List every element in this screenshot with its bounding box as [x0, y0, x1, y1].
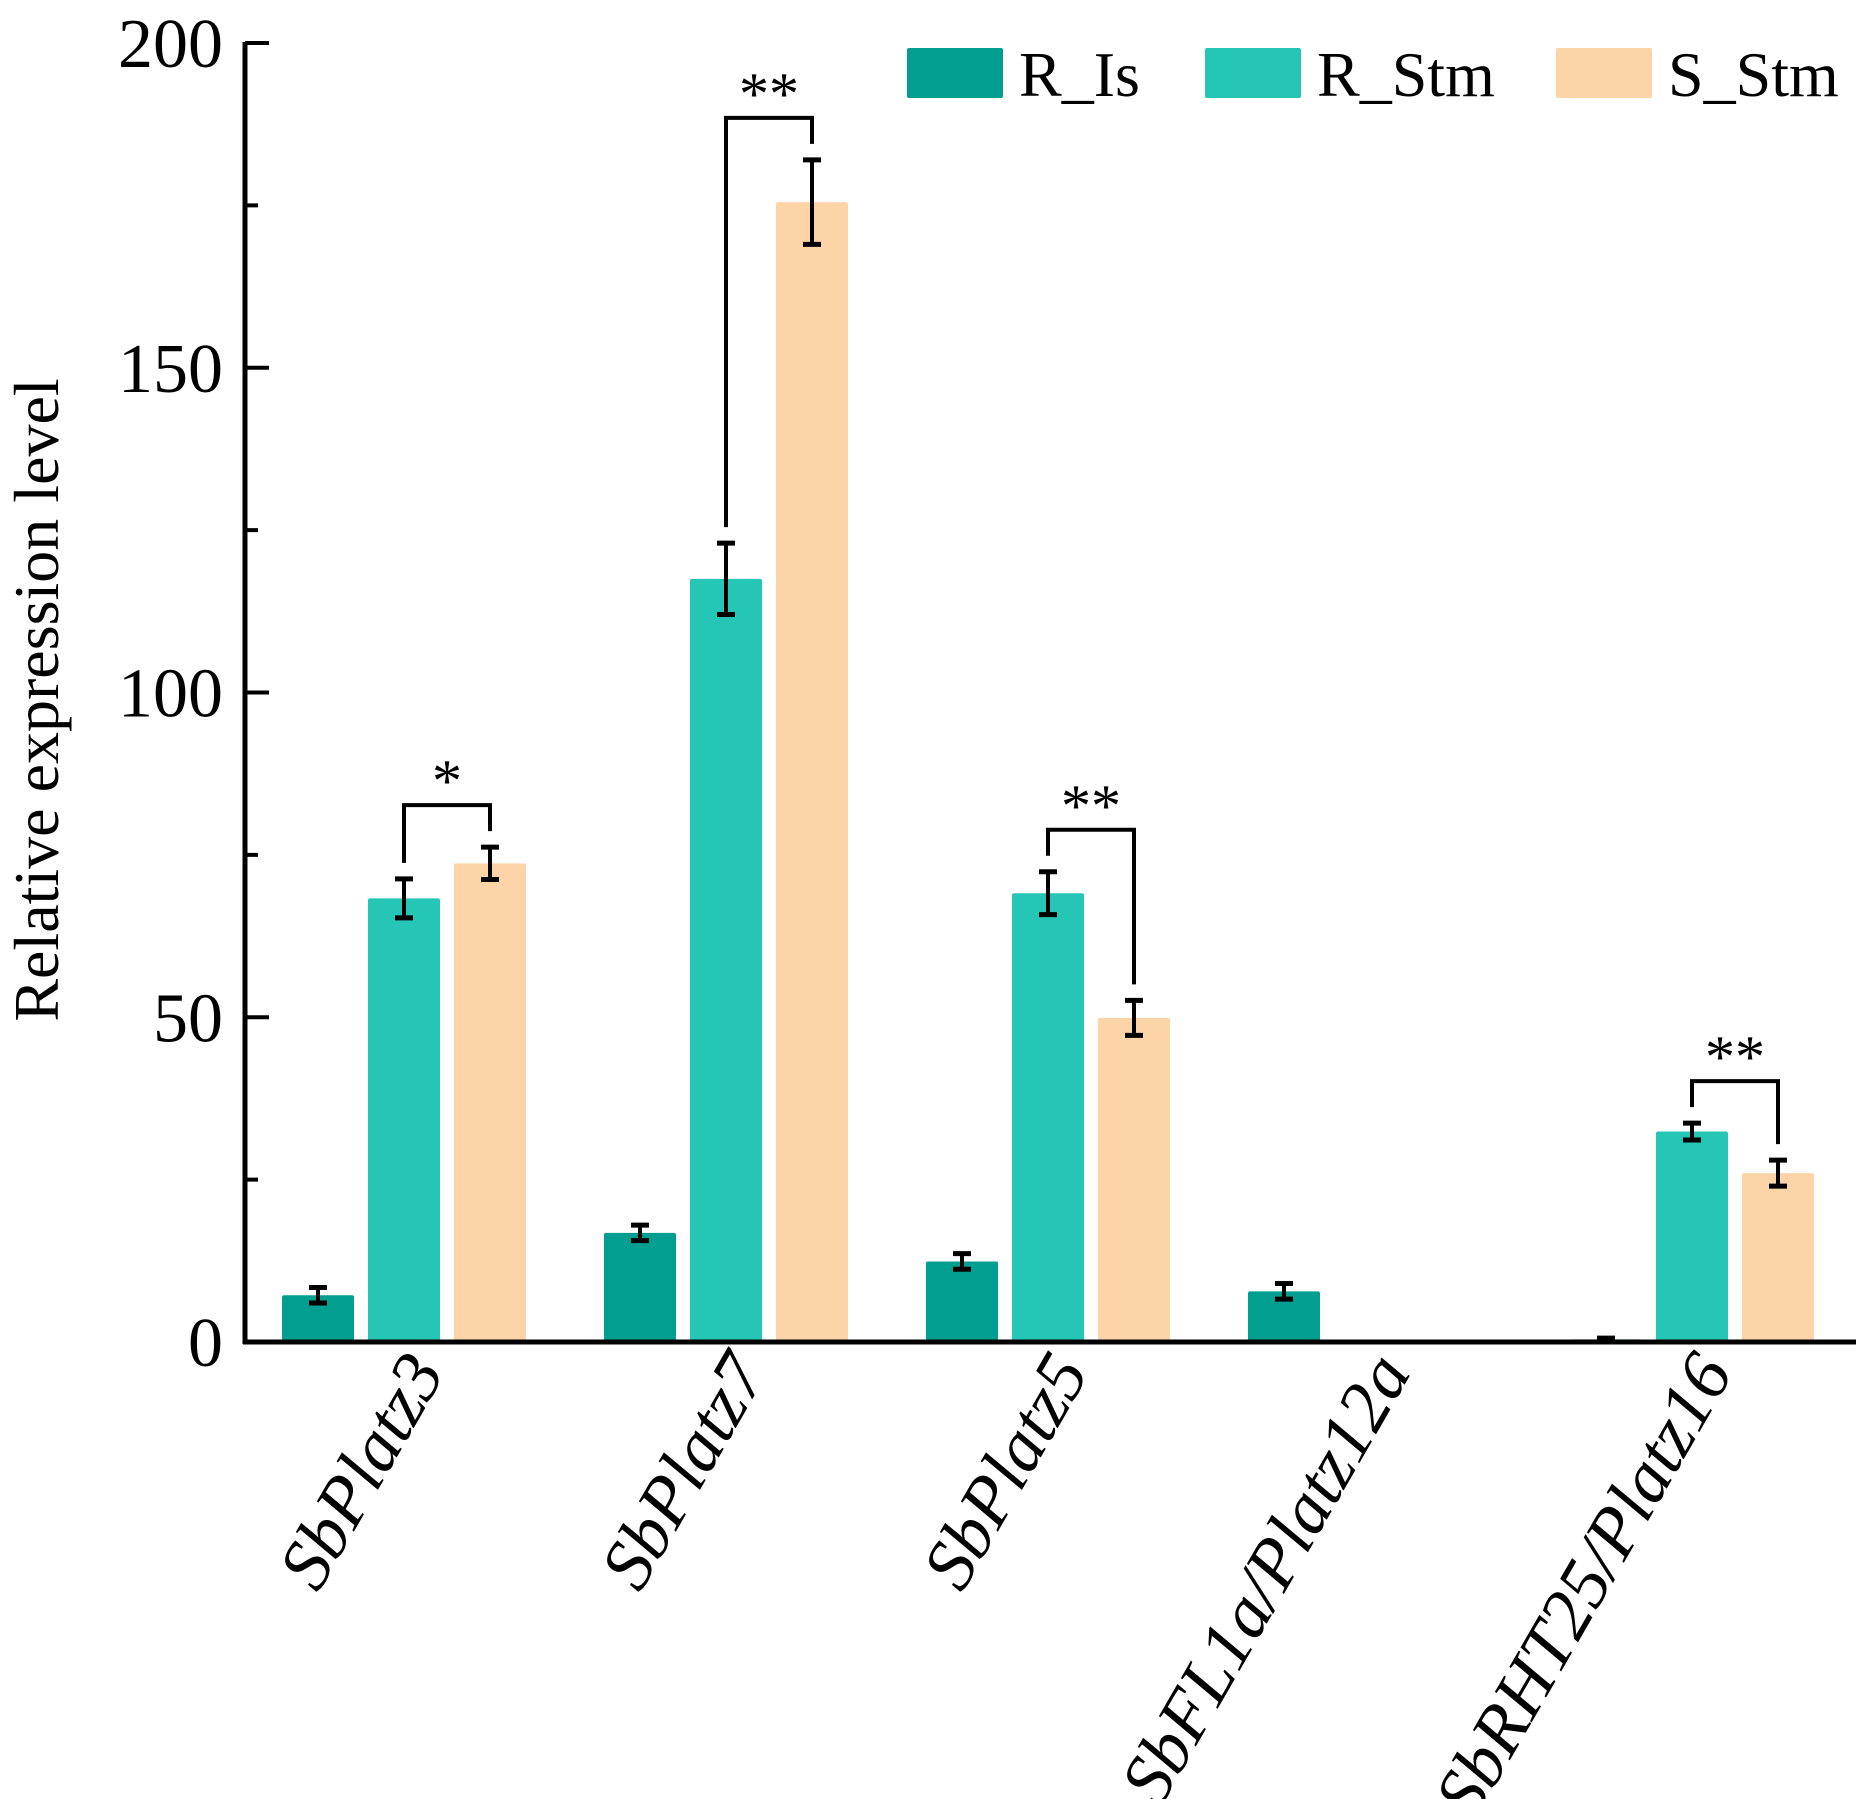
bar-r-stm: [1012, 893, 1084, 1342]
legend: R_Is R_Stm S_Stm: [907, 39, 1839, 110]
significance-label: *: [432, 748, 462, 814]
bar-r-is: [1248, 1291, 1320, 1342]
bar-r-stm: [690, 578, 762, 1342]
significance-layer: *******: [402, 61, 1780, 1145]
legend-label: R_Stm: [1317, 39, 1495, 110]
bar-r-is: [282, 1295, 354, 1342]
significance-label: **: [1705, 1024, 1765, 1090]
significance-bracket: [1690, 1079, 1780, 1145]
bar-s-stm: [1742, 1173, 1814, 1342]
y-ticks: 0 50 100 150 200: [118, 6, 269, 1382]
bars-layer: [282, 202, 1814, 1343]
bar-r-stm: [368, 898, 440, 1342]
y-tick-label: 150: [118, 331, 223, 408]
x-tick-label: SbFL1a/Platz12a: [1105, 1340, 1426, 1799]
x-tick-label: SbRHT25/Platz16: [1419, 1340, 1748, 1799]
x-tick-label: SbPlatz7: [585, 1337, 784, 1601]
y-tick-label: 0: [188, 1305, 223, 1382]
legend-label: S_Stm: [1668, 39, 1839, 110]
legend-label: R_Is: [1019, 39, 1140, 110]
bar-r-is: [604, 1232, 676, 1342]
bar-s-stm: [454, 863, 526, 1342]
legend-swatch-s-stm: [1556, 48, 1652, 98]
x-tick-label: SbPlatz5: [907, 1340, 1104, 1602]
bar-r-stm: [1656, 1131, 1728, 1342]
x-tick-label: SbPlatz3: [263, 1340, 460, 1602]
x-tick-labels: SbPlatz3 SbPlatz7 SbPlatz5 SbFL1a/Platz12aS…: [263, 1337, 1748, 1799]
y-tick-label: 200: [118, 6, 223, 83]
legend-swatch-r-stm: [1205, 48, 1301, 98]
significance-label: **: [739, 61, 799, 127]
bar-s-stm: [776, 202, 848, 1343]
y-tick-label: 50: [153, 980, 223, 1057]
y-axis-title: Relative expression level: [1, 378, 72, 1021]
bar-s-stm: [1098, 1017, 1170, 1342]
significance-bracket: [1046, 827, 1136, 985]
significance-label: **: [1061, 773, 1121, 839]
significance-bracket: [724, 115, 814, 528]
bar-r-is: [926, 1261, 998, 1342]
legend-swatch-r-is: [907, 48, 1003, 98]
y-tick-label: 100: [118, 656, 223, 733]
significance-bracket: [402, 803, 492, 863]
